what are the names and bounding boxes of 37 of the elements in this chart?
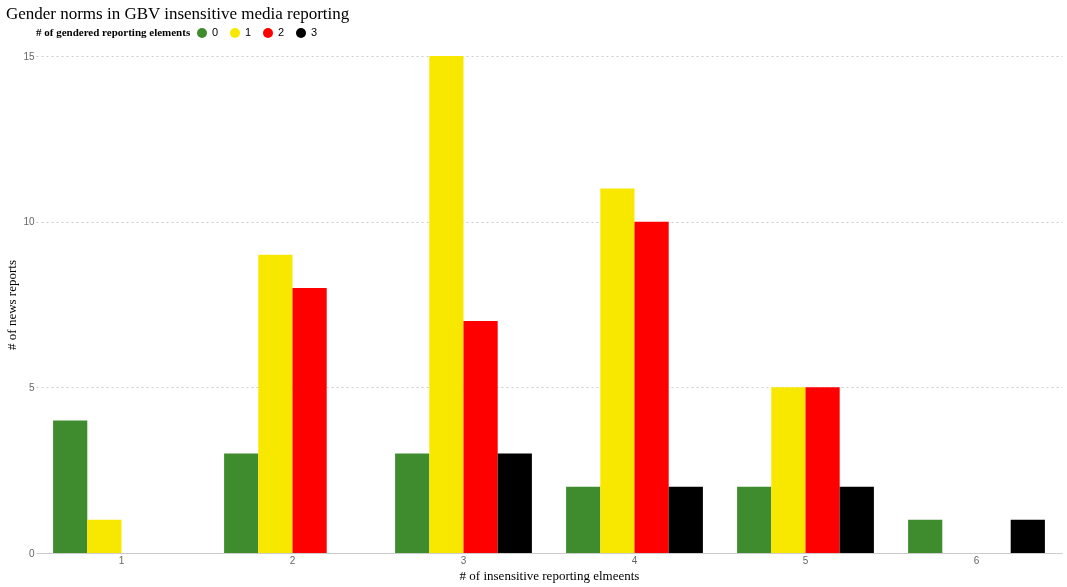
x-tick-label: 4 [631, 554, 638, 566]
bar [1010, 519, 1045, 553]
legend-label: 0 [212, 26, 219, 38]
bar [805, 387, 840, 553]
bar [258, 254, 293, 553]
bar [839, 486, 874, 553]
bar [497, 453, 532, 553]
x-tick-label: 5 [802, 554, 809, 566]
x-tick-label: 1 [118, 554, 125, 566]
bar [429, 56, 464, 553]
bar [634, 221, 669, 553]
y-tick-label: 5 [28, 381, 35, 393]
x-tick-label: 3 [460, 554, 467, 566]
y-tick-label: 15 [23, 50, 35, 62]
x-axis-title: # of insensitive reporting elmeents [459, 567, 640, 583]
chart-title: Gender norms in GBV insensitive media reporting [5, 4, 350, 23]
bar [87, 519, 122, 553]
x-tick-label: 6 [973, 554, 980, 566]
y-tick-label: 10 [23, 216, 35, 228]
bar [908, 519, 943, 553]
bar [600, 188, 635, 553]
bar [737, 486, 772, 553]
x-tick-label: 2 [289, 554, 296, 566]
bar [463, 321, 498, 553]
y-axis-title: # of news reports [4, 260, 20, 350]
y-tick-label: 0 [28, 547, 35, 559]
bar [771, 387, 806, 553]
legend-title: # of gendered reporting elements [36, 26, 191, 38]
legend-label: 3 [311, 26, 318, 38]
legend-label: 2 [278, 26, 285, 38]
bar [566, 486, 601, 553]
legend-label: 1 [245, 26, 252, 38]
bar [292, 287, 327, 553]
bar [224, 453, 259, 553]
bar [395, 453, 430, 553]
bar [668, 486, 703, 553]
bar [53, 420, 88, 553]
